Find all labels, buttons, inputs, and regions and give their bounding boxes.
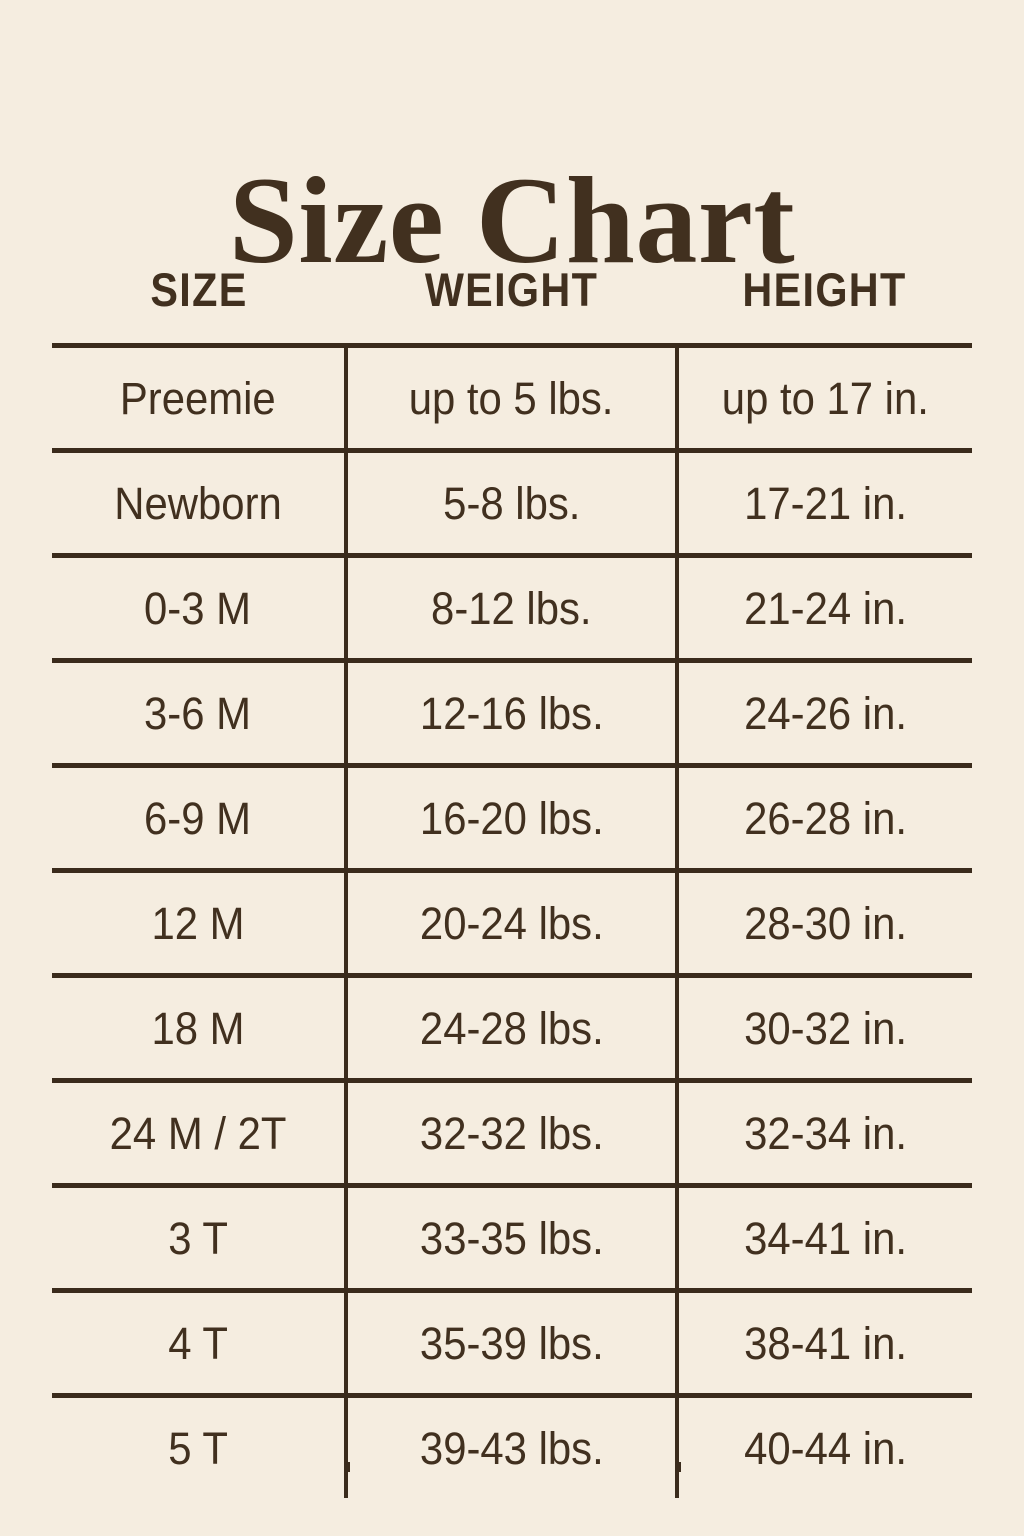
table-row: 3-6 M 12-16 lbs. 24-26 in. — [52, 660, 972, 768]
table-cell-height: 17-21 in. — [677, 450, 972, 558]
table-cell-height: 28-30 in. — [677, 870, 972, 978]
table-row: 6-9 M 16-20 lbs. 26-28 in. — [52, 765, 972, 873]
table-row: Preemie up to 5 lbs. up to 17 in. — [52, 343, 972, 453]
cell-text: 20-24 lbs. — [419, 897, 604, 949]
table-cell-weight: 39-43 lbs. — [346, 1395, 679, 1498]
table-cell-height: 40-44 in. — [677, 1396, 972, 1499]
table-cell-weight: 16-20 lbs. — [346, 765, 679, 873]
cell-text: Preemie — [120, 372, 276, 424]
table-cell-size: 3 T — [52, 1185, 348, 1293]
table-row: Newborn 5-8 lbs. 17-21 in. — [52, 450, 972, 558]
table-cell-size: 0-3 M — [52, 555, 348, 663]
cell-text: 12-16 lbs. — [419, 687, 604, 739]
cell-text: 3-6 M — [144, 687, 252, 739]
cell-text: Newborn — [114, 477, 282, 529]
table-cell-height: 38-41 in. — [677, 1290, 972, 1398]
cell-text: 12 M — [151, 897, 245, 949]
table-row: 12 M 20-24 lbs. 28-30 in. — [52, 870, 972, 978]
cell-text: up to 17 in. — [721, 372, 930, 424]
table-row: 4 T 35-39 lbs. 38-41 in. — [52, 1290, 972, 1398]
cell-text: 24-28 lbs. — [419, 1002, 604, 1054]
cell-text: 8-12 lbs. — [431, 582, 592, 634]
table-cell-weight: 12-16 lbs. — [346, 660, 679, 768]
table-cell-weight: 24-28 lbs. — [346, 975, 679, 1083]
cell-text: 38-41 in. — [744, 1317, 907, 1369]
table-cell-size: 12 M — [52, 870, 348, 978]
table-cell-weight: 5-8 lbs. — [346, 450, 679, 558]
cell-text: 40-44 in. — [744, 1422, 907, 1474]
table-cell-weight: 35-39 lbs. — [346, 1290, 679, 1398]
cell-text: 33-35 lbs. — [419, 1212, 604, 1264]
cell-text: 24-26 in. — [744, 687, 907, 739]
column-header-height: HEIGHT — [742, 263, 907, 316]
cell-text: 34-41 in. — [744, 1212, 907, 1264]
table-body: Preemie up to 5 lbs. up to 17 in. Newborn 5-… — [52, 343, 972, 1499]
table-cell-weight: up to 5 lbs. — [346, 343, 679, 453]
table-cell-height: up to 17 in. — [677, 343, 972, 453]
table-cell-size: 3-6 M — [52, 660, 348, 768]
cell-text: 32-34 in. — [744, 1107, 907, 1159]
cell-text: 16-20 lbs. — [419, 792, 604, 844]
cell-text: 5-8 lbs. — [442, 477, 581, 529]
cell-text: 3 T — [168, 1212, 228, 1264]
cell-text: 30-32 in. — [744, 1002, 907, 1054]
cell-text: 17-21 in. — [744, 477, 907, 529]
column-divider-tails — [52, 1462, 972, 1514]
column-divider-1 — [346, 1462, 350, 1472]
table-row: 5 T 39-43 lbs. 40-44 in. — [52, 1395, 972, 1499]
table-cell-size: Preemie — [52, 343, 348, 453]
cell-text: 32-32 lbs. — [419, 1107, 604, 1159]
table-cell-size: 6-9 M — [52, 765, 348, 873]
size-chart-table: SIZE WEIGHT HEIGHT Preemie up to 5 lbs. up… — [52, 262, 972, 1498]
table-cell-height: 26-28 in. — [677, 765, 972, 873]
page-title: Size Chart — [228, 152, 796, 290]
table-cell-size: Newborn — [52, 450, 348, 558]
size-chart-table-wrap: SIZE WEIGHT HEIGHT Preemie up to 5 lbs. up… — [52, 262, 972, 1498]
table-cell-weight: 33-35 lbs. — [346, 1185, 679, 1293]
cell-text: 6-9 M — [144, 792, 252, 844]
table-row: 3 T 33-35 lbs. 34-41 in. — [52, 1185, 972, 1293]
cell-text: 4 T — [168, 1317, 228, 1369]
cell-text: 0-3 M — [144, 582, 252, 634]
cell-text: 21-24 in. — [744, 582, 907, 634]
table-cell-height: 30-32 in. — [677, 975, 972, 1083]
table-row: 0-3 M 8-12 lbs. 21-24 in. — [52, 555, 972, 663]
table-cell-size: 5 T — [52, 1395, 348, 1498]
table-header: SIZE WEIGHT HEIGHT — [52, 262, 972, 346]
table-cell-weight: 8-12 lbs. — [346, 555, 679, 663]
cell-text: 28-30 in. — [744, 897, 907, 949]
table-cell-size: 18 M — [52, 975, 348, 1083]
cell-text: up to 5 lbs. — [409, 372, 614, 424]
table-row: 18 M 24-28 lbs. 30-32 in. — [52, 975, 972, 1083]
table-cell-size: 24 M / 2T — [52, 1080, 348, 1188]
cell-text: 5 T — [168, 1422, 228, 1474]
table-row: 24 M / 2T 32-32 lbs. 32-34 in. — [52, 1080, 972, 1188]
table-cell-height: 32-34 in. — [677, 1080, 972, 1188]
cell-text: 26-28 in. — [744, 792, 907, 844]
cell-text: 18 M — [151, 1002, 245, 1054]
table-cell-weight: 20-24 lbs. — [346, 870, 679, 978]
table-header-row: SIZE WEIGHT HEIGHT — [52, 262, 972, 346]
table-cell-height: 21-24 in. — [677, 555, 972, 663]
cell-text: 24 M / 2T — [109, 1107, 287, 1159]
table-cell-size: 4 T — [52, 1290, 348, 1398]
table-cell-weight: 32-32 lbs. — [346, 1080, 679, 1188]
cell-text: 35-39 lbs. — [419, 1317, 604, 1369]
column-header-weight: WEIGHT — [424, 263, 599, 316]
cell-text: 39-43 lbs. — [419, 1422, 604, 1474]
column-header-size: SIZE — [150, 263, 248, 316]
table-cell-height: 24-26 in. — [677, 660, 972, 768]
table-cell-height: 34-41 in. — [677, 1185, 972, 1293]
column-divider-2 — [677, 1462, 681, 1472]
